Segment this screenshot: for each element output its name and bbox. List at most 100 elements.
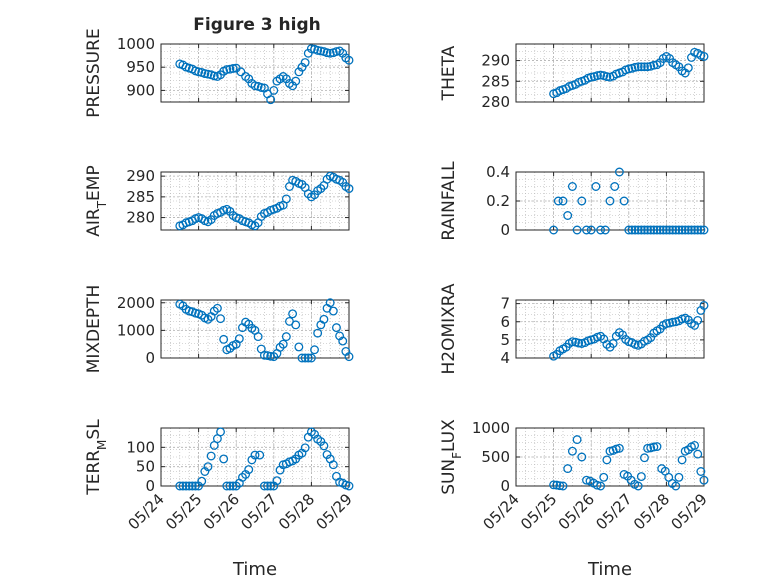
data-point xyxy=(278,339,288,349)
y-tick-label: 500 xyxy=(481,448,510,466)
data-point xyxy=(690,440,700,450)
y-tick-label: 5 xyxy=(500,331,510,349)
data-point xyxy=(291,76,301,86)
y-tick-label: 0.2 xyxy=(486,192,510,210)
data-point xyxy=(194,67,204,77)
data-point xyxy=(680,225,690,235)
y-tick-label: 950 xyxy=(126,58,155,76)
data-point xyxy=(332,47,341,56)
data-point xyxy=(683,225,693,235)
y-tick-label: 50 xyxy=(136,458,155,476)
data-point xyxy=(558,196,568,206)
data-point xyxy=(599,472,609,482)
data-point xyxy=(574,338,584,348)
data-point xyxy=(344,352,354,362)
data-point xyxy=(316,46,326,56)
data-point xyxy=(602,72,612,82)
x-tick-label: 05/26 xyxy=(200,490,243,533)
y-axis-label: RAINFALL xyxy=(439,161,459,241)
data-point xyxy=(600,225,610,235)
data-point xyxy=(674,225,684,235)
data-point xyxy=(219,454,229,464)
y-tick-label: 0 xyxy=(145,349,155,367)
data-point xyxy=(319,441,329,451)
x-tick-label: 05/29 xyxy=(313,490,356,533)
data-point xyxy=(693,225,703,235)
y-axis-label: MIXDEPTH xyxy=(84,285,104,374)
data-point xyxy=(643,225,653,235)
data-point xyxy=(652,225,662,235)
data-point xyxy=(699,475,709,485)
y-axis-label: AIRTEMP xyxy=(84,165,109,236)
y-tick-label: 6 xyxy=(500,313,510,331)
data-point xyxy=(272,476,282,486)
x-tick-label: 05/29 xyxy=(668,490,711,533)
data-point xyxy=(325,298,335,308)
data-point xyxy=(563,211,573,220)
data-point xyxy=(563,464,573,474)
subplot-mixdepth: 0 1000 2000 MIXDEPTH xyxy=(84,285,354,374)
y-tick-label: 1000 xyxy=(472,419,510,437)
data-point xyxy=(677,225,687,235)
data-point xyxy=(328,460,338,470)
data-point xyxy=(614,167,624,177)
data-point xyxy=(630,62,640,72)
y-tick-label: 2000 xyxy=(117,294,155,312)
data-point xyxy=(319,314,329,324)
data-point xyxy=(259,350,269,360)
y-axis-label: THETA xyxy=(439,45,459,101)
data-point xyxy=(696,225,706,235)
data-point xyxy=(687,225,696,235)
x-tick-label: 05/27 xyxy=(592,490,635,533)
data-point xyxy=(624,225,634,235)
data-point xyxy=(674,472,684,482)
data-point xyxy=(693,315,703,325)
data-point xyxy=(572,225,582,235)
data-point xyxy=(209,71,219,81)
data-point xyxy=(690,225,700,235)
y-tick-label: 1000 xyxy=(117,321,155,339)
data-point xyxy=(549,225,559,235)
data-point xyxy=(206,451,216,461)
data-point xyxy=(263,481,272,491)
x-tick-label: 05/28 xyxy=(275,490,318,533)
data-point xyxy=(610,182,620,191)
data-point xyxy=(567,446,577,456)
data-point xyxy=(668,317,678,327)
data-point xyxy=(567,337,577,347)
data-point xyxy=(552,480,562,490)
y-tick-label: 280 xyxy=(481,93,510,111)
data-point xyxy=(577,196,587,206)
axes-box xyxy=(515,299,705,359)
y-tick-label: 7 xyxy=(500,295,510,313)
data-point xyxy=(328,306,338,316)
data-point xyxy=(344,481,354,491)
subplot-air-emp: 280 285 290 AIRTEMP xyxy=(84,165,354,237)
data-point xyxy=(236,67,246,77)
x-tick-label: 05/28 xyxy=(630,490,673,533)
data-point xyxy=(643,62,653,72)
data-point xyxy=(633,481,643,491)
data-point xyxy=(222,481,232,491)
y-axis-label: TERRMSL xyxy=(84,419,109,496)
data-point xyxy=(699,300,709,310)
data-point xyxy=(693,449,703,459)
data-point xyxy=(633,62,643,72)
data-point xyxy=(668,225,678,235)
data-point xyxy=(577,452,587,462)
y-tick-label: 285 xyxy=(481,72,510,90)
data-point xyxy=(300,58,310,68)
data-point xyxy=(269,85,279,95)
subplot-pressure: 900 950 1000 PRESSURE xyxy=(84,28,354,118)
data-point xyxy=(614,443,624,453)
y-axis-label: PRESSURE xyxy=(84,28,104,117)
data-point xyxy=(640,453,649,463)
data-point xyxy=(250,81,260,91)
y-tick-label: 285 xyxy=(126,188,155,206)
data-point xyxy=(640,62,649,72)
x-tick-label: 05/25 xyxy=(162,490,205,533)
data-point xyxy=(636,472,646,482)
y-tick-label: 290 xyxy=(481,52,510,70)
data-point xyxy=(250,450,260,460)
